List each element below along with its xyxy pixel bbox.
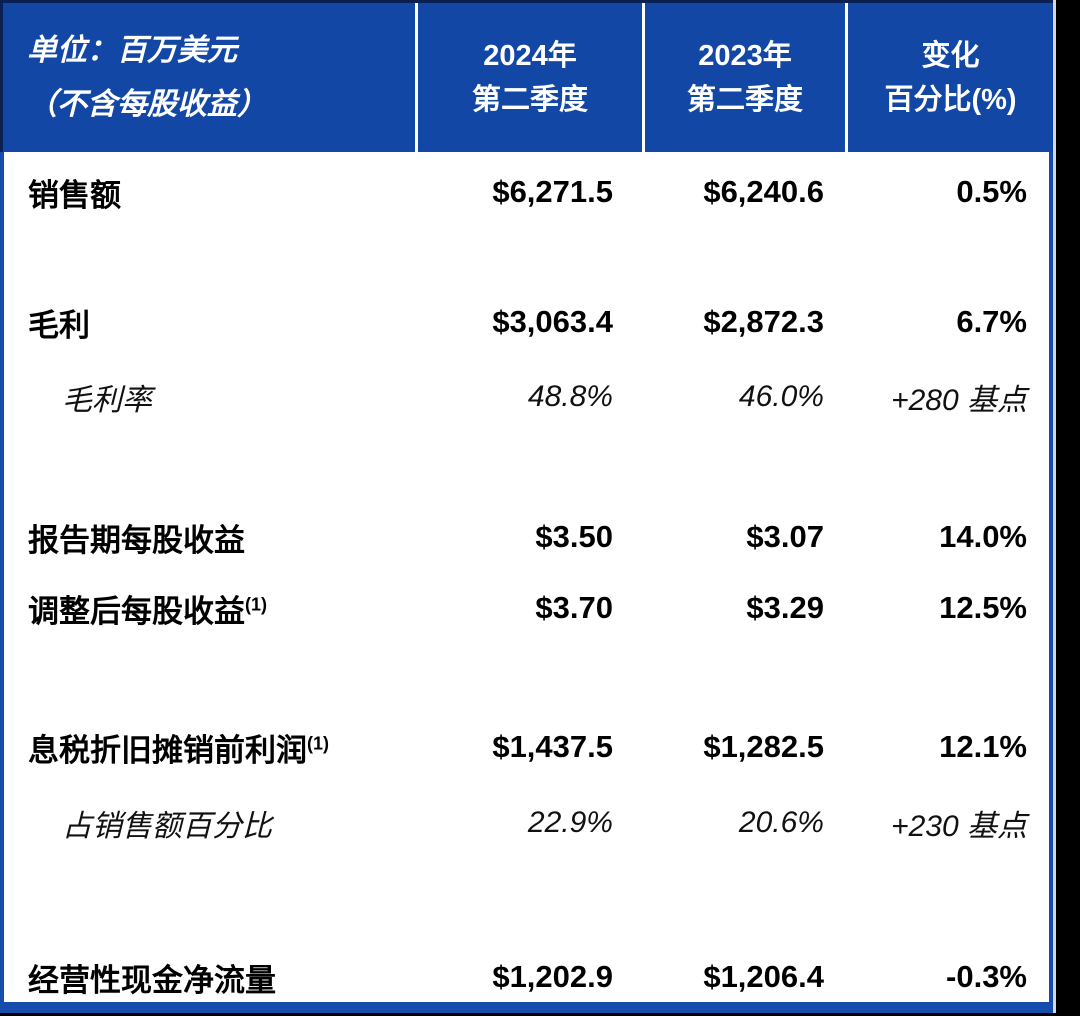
value-2023: $3.07 [746, 519, 824, 554]
value-2023: $3.29 [746, 590, 824, 625]
value-change: 12.1% [939, 729, 1027, 764]
value-2024: $3,063.4 [492, 304, 613, 339]
table-body: 销售额 $6,271.5 $6,240.6 0.5% 毛利 $3,063.4 $… [0, 152, 1053, 1013]
table-right-edge [1053, 0, 1056, 1013]
column-header-2024-line1: 2024年 [483, 39, 577, 72]
unit-label-line1: 单位：百万美元 [27, 33, 237, 67]
value-2023: 46.0% [738, 380, 824, 413]
row-label: 销售额 [28, 177, 121, 213]
footnote-marker: (1) [307, 733, 329, 754]
value-2023: $1,206.4 [703, 959, 824, 994]
unit-label-cell: 单位：百万美元 （不含每股收益） [3, 3, 418, 152]
value-2023: $6,240.6 [703, 174, 824, 209]
value-2024: 48.8% [527, 380, 613, 413]
value-change: 6.7% [956, 304, 1027, 339]
column-header-2023-line1: 2023年 [698, 39, 792, 72]
value-2024: 22.9% [527, 806, 613, 839]
row-label: 毛利 [28, 307, 90, 343]
column-header-2024-q2: 2024年 第二季度 [418, 3, 645, 152]
value-change: -0.3% [946, 959, 1027, 994]
column-header-change-pct: 变化 百分比(%) [848, 3, 1053, 152]
value-2024: $1,202.9 [492, 959, 613, 994]
value-2024: $1,437.5 [492, 729, 613, 764]
table-row-gross-margin: 毛利率 48.8% 46.0% +280 基点 [4, 373, 1049, 421]
value-change: 12.5% [939, 590, 1027, 625]
footnote-marker: (1) [245, 594, 267, 615]
value-change: 0.5% [956, 174, 1027, 209]
row-label: 占销售额百分比 [62, 810, 272, 843]
value-2023: $1,282.5 [703, 729, 824, 764]
row-label: 息税折旧摊销前利润 [28, 732, 307, 768]
value-2023: 20.6% [738, 806, 824, 839]
row-label: 调整后每股收益 [28, 593, 245, 629]
table-row-operating-cash-flow: 经营性现金净流量 $1,202.9 $1,206.4 -0.3% [4, 953, 1049, 1001]
table-row-sales: 销售额 $6,271.5 $6,240.6 0.5% [4, 168, 1049, 216]
column-header-2023-q2: 2023年 第二季度 [645, 3, 848, 152]
value-change: +230 基点 [891, 810, 1027, 843]
value-2024: $3.50 [535, 519, 613, 554]
column-header-2023-line2: 第二季度 [686, 83, 803, 116]
table-row-gross-profit: 毛利 $3,063.4 $2,872.3 6.7% [4, 298, 1049, 346]
row-label: 报告期每股收益 [28, 522, 245, 558]
table-header-row: 单位：百万美元 （不含每股收益） 2024年 第二季度 2023年 第二季度 变… [0, 0, 1053, 152]
unit-label-line2: （不含每股收益） [27, 87, 267, 121]
value-change: 14.0% [939, 519, 1027, 554]
column-header-2024-line2: 第二季度 [471, 83, 588, 116]
value-2024: $6,271.5 [492, 174, 613, 209]
row-label: 毛利率 [62, 384, 152, 417]
column-header-change-line2: 百分比(%) [884, 83, 1017, 116]
column-header-change-line1: 变化 [921, 39, 980, 72]
table-row-adjusted-eps: 调整后每股收益(1) $3.70 $3.29 12.5% [4, 584, 1049, 632]
table-row-pct-of-sales: 占销售额百分比 22.9% 20.6% +230 基点 [4, 799, 1049, 847]
value-change: +280 基点 [891, 384, 1027, 417]
table-row-reported-eps: 报告期每股收益 $3.50 $3.07 14.0% [4, 513, 1049, 561]
table-row-ebitda: 息税折旧摊销前利润(1) $1,437.5 $1,282.5 12.1% [4, 723, 1049, 771]
value-2023: $2,872.3 [703, 304, 824, 339]
value-2024: $3.70 [535, 590, 613, 625]
row-label: 经营性现金净流量 [28, 962, 276, 998]
